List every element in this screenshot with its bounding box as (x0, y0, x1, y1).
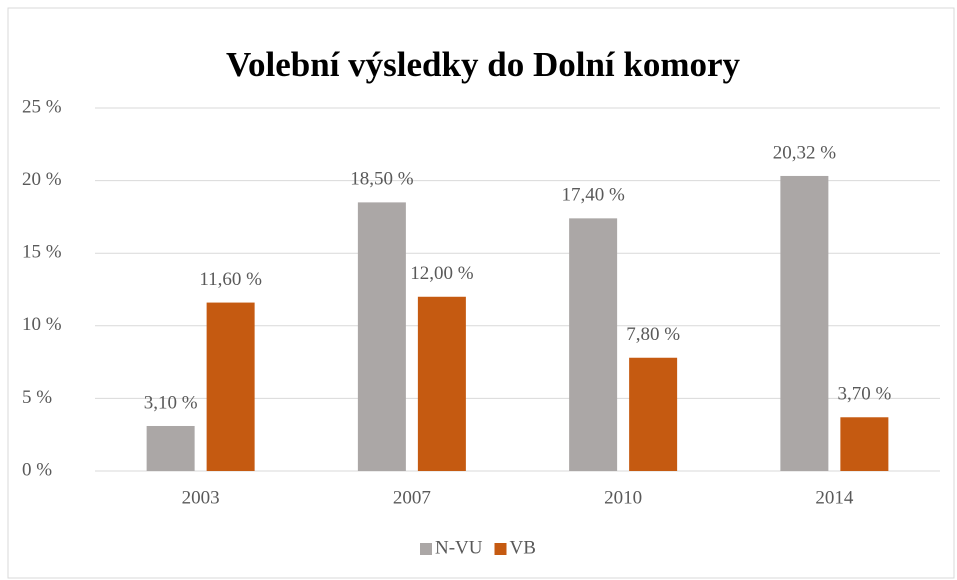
data-label: 12,00 % (410, 263, 474, 284)
bar (569, 218, 618, 471)
data-label: 3,10 % (144, 392, 198, 413)
y-tick-label: 15 % (22, 242, 62, 263)
bar (840, 417, 889, 471)
bar (780, 175, 829, 471)
data-label: 20,32 % (773, 142, 837, 163)
legend-swatch (420, 543, 432, 555)
legend-swatch (494, 543, 507, 555)
y-tick-label: 10 % (22, 314, 62, 335)
x-tick-label: 2007 (393, 487, 431, 508)
y-tick-label: 25 % (22, 96, 62, 117)
data-label: 11,60 % (199, 269, 262, 290)
legend-label: VB (510, 537, 536, 558)
bar (357, 202, 406, 471)
data-label: 3,70 % (837, 384, 891, 405)
x-tick-label: 2014 (815, 487, 854, 508)
y-tick-label: 0 % (22, 459, 52, 480)
legend-label: N-VU (435, 537, 483, 558)
bar (206, 302, 255, 471)
x-tick-label: 2003 (182, 487, 220, 508)
y-tick-label: 5 % (22, 387, 52, 408)
x-tick-label: 2010 (604, 487, 642, 508)
data-label: 7,80 % (626, 324, 680, 345)
data-label: 18,50 % (350, 169, 414, 190)
bar (146, 425, 195, 471)
chart-title: Volební výsledky do Dolní komory (226, 45, 741, 84)
y-tick-label: 20 % (22, 169, 62, 190)
data-label: 17,40 % (561, 185, 625, 206)
bar (417, 296, 466, 471)
bar (629, 357, 678, 471)
